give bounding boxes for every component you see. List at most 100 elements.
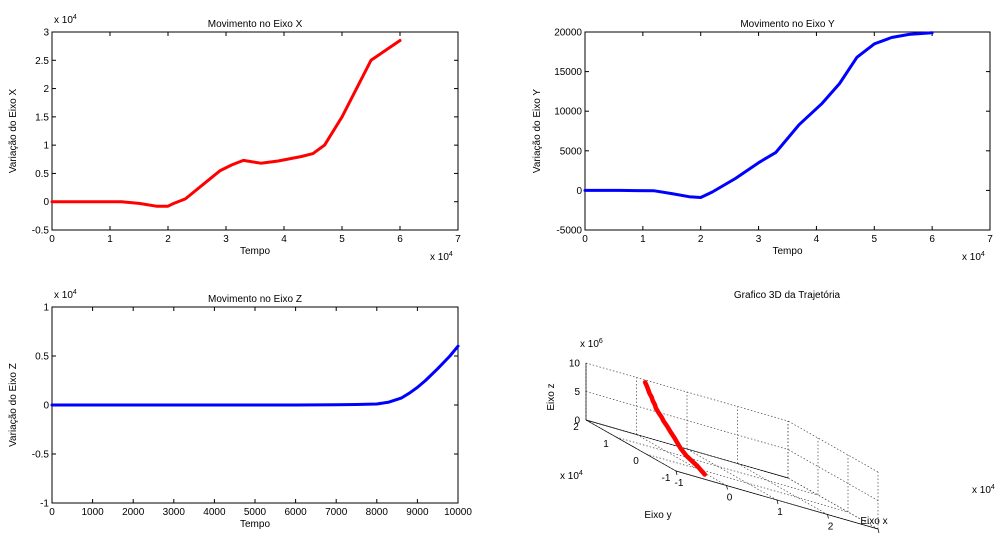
chart-z-motion-xtick-label: 9000 <box>406 507 429 518</box>
chart-y-motion-xtick-label: 7 <box>987 234 993 245</box>
chart-3d-trajectory-y-exponent: x 104 <box>560 470 583 482</box>
chart-3d-trajectory-ylabel: Eixo y <box>644 510 671 521</box>
chart-3d-trajectory-xtick-mark <box>776 499 779 505</box>
chart-y-motion-ytick-label: 20000 <box>554 28 582 39</box>
chart-3d-trajectory-xtick-mark <box>726 485 728 490</box>
chart-y-motion-ytick-label: 0 <box>576 186 582 197</box>
chart-x-motion-xtick-label: 7 <box>455 234 461 245</box>
chart-y-motion-x-exponent-power: 4 <box>981 251 985 258</box>
chart-3d-trajectory-x-exponent: x 104 <box>972 484 995 496</box>
chart-3d-trajectory-xlabel: Eixo x <box>860 516 887 527</box>
chart-3d-trajectory-y-axis <box>585 419 677 472</box>
chart-z-motion-xtick-label: 10000 <box>444 507 472 518</box>
chart-3d-trajectory-y-exponent-power: 4 <box>579 470 583 477</box>
chart-3d-trajectory-wall-grid <box>787 420 879 473</box>
chart-y-motion-axes-box <box>584 31 991 231</box>
chart-3d-trajectory-z-exponent: x 106 <box>580 338 603 350</box>
chart-3d-trajectory-xtick-label: -1 <box>675 478 684 489</box>
chart-3d-trajectory-ytick-label: -1 <box>662 473 671 484</box>
chart-3d-trajectory-xtick-mark <box>877 528 880 534</box>
chart-x-motion-axes-box <box>51 31 459 231</box>
chart-y-motion-xtick-label: 6 <box>929 234 935 245</box>
chart-z-motion-ytick-label: 1 <box>43 303 49 314</box>
chart-x-motion-xtick-label: 2 <box>165 234 171 245</box>
chart-y-motion: 0 1 2 3 4 5 6 7-500005000100001500020000Movimen… <box>532 19 993 263</box>
chart-x-motion-xtick-label: 0 <box>49 234 55 245</box>
chart-z-motion-xtick-label: 3000 <box>163 507 186 518</box>
chart-x-motion-ytick-label: 3 <box>43 28 49 39</box>
chart-z-motion-y-exponent-power: 4 <box>73 289 77 296</box>
chart-3d-trajectory-ztick-label: 10 <box>569 359 581 370</box>
chart-x-motion-ytick-label: -0.5 <box>32 226 50 237</box>
chart-y-motion-xlabel: Tempo <box>772 246 802 257</box>
chart-y-motion-xtick-label: 0 <box>582 234 588 245</box>
chart-3d-trajectory-x-exponent-base: x 10 <box>972 485 991 496</box>
chart-y-motion-xtick-label: 3 <box>756 234 762 245</box>
chart-x-motion-xlabel: Tempo <box>240 246 270 257</box>
chart-3d-trajectory-xtick-mark <box>827 514 829 519</box>
chart-x-motion-ytick-label: 1 <box>43 141 49 152</box>
chart-z-motion-y-exponent-base: x 10 <box>54 290 73 301</box>
chart-3d-trajectory-ztick-label: 5 <box>574 387 580 398</box>
chart-z-motion-ytick-label: 0.5 <box>35 352 49 363</box>
chart-x-motion-ytick-label: 1.5 <box>35 112 49 123</box>
chart-z-motion-xtick-label: 8000 <box>366 507 389 518</box>
chart-3d-trajectory-ytick-label: 2 <box>573 422 579 433</box>
chart-z-motion-xtick-label: 4000 <box>203 507 226 518</box>
chart-x-motion-xtick-label: 4 <box>281 234 287 245</box>
chart-3d-trajectory-floor-grid <box>615 436 819 496</box>
chart-z-motion-xtick-label: 2000 <box>122 507 145 518</box>
chart-z-motion-ytick-label: -1 <box>40 499 49 510</box>
chart-x-motion-x-exponent-base: x 10 <box>430 252 449 263</box>
chart-z-motion-series-line <box>50 344 460 407</box>
chart-x-motion-title: Movimento no Eixo X <box>208 19 303 30</box>
chart-y-motion-x-exponent: x 104 <box>962 251 985 263</box>
chart-3d-trajectory-y-exponent-base: x 10 <box>560 471 579 482</box>
chart-3d-trajectory-xtick-label: 0 <box>727 493 733 504</box>
chart-z-motion-xlabel: Tempo <box>240 519 270 530</box>
chart-y-motion-xtick-label: 4 <box>814 234 820 245</box>
chart-x-motion-y-exponent-base: x 10 <box>54 15 73 26</box>
chart-x-motion-x-exponent-power: 4 <box>449 251 453 258</box>
chart-x-motion-xtick-label: 3 <box>223 234 229 245</box>
chart-x-motion-xtick-label: 6 <box>397 234 403 245</box>
chart-3d-trajectory-xtick-mark <box>675 470 678 476</box>
chart-3d-trajectory-x-exponent-power: 4 <box>991 484 995 491</box>
chart-y-motion-title: Movimento no Eixo Y <box>740 19 835 30</box>
chart-y-motion-ytick-label: 15000 <box>554 67 582 78</box>
chart-z-motion-xtick-label: 0 <box>49 507 55 518</box>
chart-x-motion-ylabel: Variação do Eixo X <box>8 89 19 174</box>
chart-x-motion-ytick-label: 0.5 <box>35 169 49 180</box>
chart-x-motion-xtick-label: 1 <box>107 234 113 245</box>
chart-z-motion-ytick-label: 0 <box>43 401 49 412</box>
chart-3d-trajectory-xtick-label: 2 <box>828 522 834 533</box>
chart-y-motion-ytick-label: -5000 <box>556 226 582 237</box>
chart-x-motion-y-exponent: x 104 <box>54 14 77 26</box>
chart-3d-trajectory-ytick-label: 1 <box>603 439 609 450</box>
chart-x-motion-series-line <box>50 39 402 208</box>
chart-z-motion-xtick-label: 5000 <box>244 507 267 518</box>
chart-y-motion-xtick-label: 1 <box>640 234 646 245</box>
chart-z-motion-xtick-label: 6000 <box>284 507 307 518</box>
chart-3d-trajectory-zlabel: Eixo z <box>546 383 557 410</box>
chart-x-motion-ytick-label: 0 <box>43 197 49 208</box>
chart-3d-trajectory-ztick-label: 0 <box>574 416 580 427</box>
chart-3d-trajectory-wall-grid <box>787 449 879 501</box>
chart-3d-trajectory-trajectory-line <box>642 380 707 477</box>
chart-x-motion-ytick-label: 2 <box>43 84 49 95</box>
chart-z-motion-ylabel: Variação do Eixo Z <box>8 363 19 447</box>
chart-3d-trajectory-xtick-label: 1 <box>777 507 783 518</box>
chart-y-motion-ylabel: Variação do Eixo Y <box>532 89 543 173</box>
chart-z-motion-xtick-label: 1000 <box>81 507 104 518</box>
chart-y-motion-x-exponent-base: x 10 <box>962 252 981 263</box>
chart-3d-trajectory-title: Grafico 3D da Trajetória <box>734 290 841 301</box>
chart-x-motion-xtick-label: 5 <box>339 234 345 245</box>
chart-z-motion: 0 1000 2000 3000 4000 5000 6000 7000 8000 9000 100… <box>8 289 472 530</box>
chart-x-motion-y-exponent-power: 4 <box>73 14 77 21</box>
chart-x-motion-x-exponent: x 104 <box>430 251 453 263</box>
chart-3d-trajectory-z-exponent-power: 6 <box>599 338 603 345</box>
chart-y-motion-series-line <box>583 31 934 199</box>
chart-y-motion-xtick-label: 2 <box>698 234 704 245</box>
